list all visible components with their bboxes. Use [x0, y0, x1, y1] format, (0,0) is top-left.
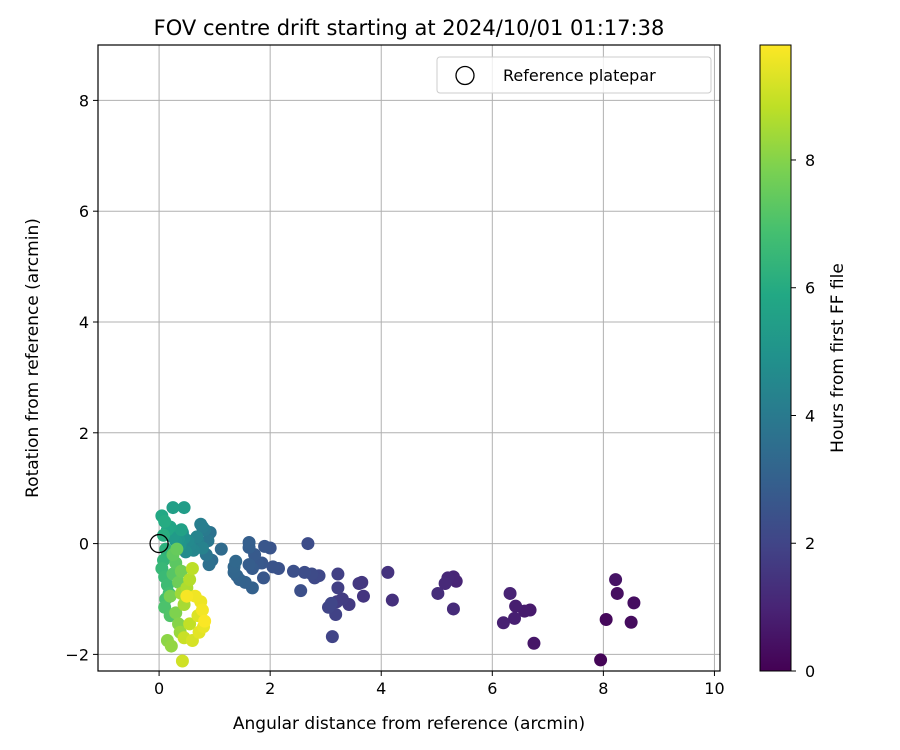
- data-point: [609, 573, 623, 587]
- data-point: [624, 615, 638, 629]
- colorbar-tick-label: 6: [805, 279, 815, 298]
- data-point: [331, 581, 345, 595]
- x-tick-label: 2: [265, 679, 275, 698]
- legend-marker: [455, 65, 475, 86]
- reference-marker: [149, 533, 169, 554]
- data-point: [177, 501, 191, 515]
- data-point: [198, 614, 212, 628]
- data-point: [324, 596, 338, 610]
- grid-lines: [98, 45, 720, 671]
- data-point: [169, 606, 183, 620]
- colorbar-gradient: [759, 44, 792, 672]
- y-axis-label: Rotation from reference (arcmin): [23, 218, 43, 498]
- data-point: [180, 589, 194, 603]
- colorbar-tick-label: 4: [805, 406, 815, 425]
- data-point: [385, 593, 399, 607]
- x-axis-ticks: 0 2 4 6 8 10: [154, 671, 725, 698]
- x-tick-label: 0: [154, 679, 164, 698]
- data-point: [229, 554, 243, 568]
- data-point: [352, 576, 366, 590]
- scatter-points: [155, 501, 641, 668]
- data-point: [183, 573, 197, 587]
- data-point: [381, 565, 395, 579]
- data-point: [174, 523, 188, 537]
- data-point: [183, 617, 197, 631]
- x-axis-label: Angular distance from reference (arcmin): [233, 714, 585, 734]
- data-point: [298, 565, 312, 579]
- data-point: [446, 602, 460, 616]
- data-point: [496, 616, 510, 630]
- data-point: [185, 562, 199, 576]
- data-point: [294, 584, 308, 598]
- colorbar: 0 2 4 6 8 Hours from first FF file: [759, 44, 848, 681]
- x-tick-label: 6: [487, 679, 497, 698]
- data-point: [301, 537, 315, 551]
- data-point: [527, 636, 541, 650]
- data-point: [258, 539, 272, 553]
- legend-label: Reference platepar: [503, 66, 656, 85]
- y-tick-label: 0: [79, 535, 89, 554]
- data-point: [509, 599, 523, 613]
- chart-title: FOV centre drift starting at 2024/10/01 …: [154, 16, 665, 40]
- data-point: [610, 586, 624, 600]
- data-point: [286, 564, 300, 578]
- y-tick-label: 6: [79, 202, 89, 221]
- x-tick-label: 10: [704, 679, 724, 698]
- data-point: [503, 586, 517, 600]
- legend-box: [436, 56, 712, 94]
- data-point: [195, 603, 209, 617]
- y-tick-label: 2: [79, 424, 89, 443]
- data-point: [325, 630, 339, 644]
- plot-frame: [97, 44, 721, 672]
- data-point: [266, 560, 280, 574]
- data-point: [202, 558, 216, 572]
- data-point: [170, 542, 184, 556]
- data-point: [438, 576, 452, 590]
- y-tick-label: 4: [79, 313, 89, 332]
- data-point: [356, 589, 370, 603]
- data-point: [242, 535, 256, 549]
- reference-marker-group: [149, 533, 169, 554]
- data-point: [431, 586, 445, 600]
- colorbar-tick-label: 8: [805, 151, 815, 170]
- data-point: [163, 589, 177, 603]
- data-point: [174, 564, 188, 578]
- data-point: [599, 612, 613, 626]
- x-tick-label: 8: [598, 679, 608, 698]
- data-point: [158, 514, 172, 528]
- data-point: [627, 596, 641, 610]
- data-point: [508, 611, 522, 625]
- colorbar-label: Hours from first FF file: [828, 263, 848, 453]
- data-point: [331, 567, 345, 581]
- data-point: [594, 653, 608, 667]
- colorbar-tick-label: 0: [805, 662, 815, 681]
- colorbar-ticks: 0 2 4 6 8: [791, 151, 815, 681]
- data-point: [242, 558, 256, 572]
- data-point: [256, 571, 270, 585]
- x-tick-label: 4: [376, 679, 386, 698]
- data-point: [166, 501, 180, 515]
- legend: Reference platepar: [436, 56, 712, 94]
- y-axis-ticks: −2 0 2 4 6 8: [65, 91, 98, 664]
- y-tick-label: 8: [79, 91, 89, 110]
- colorbar-tick-label: 2: [805, 534, 815, 553]
- data-point: [214, 542, 228, 556]
- y-tick-label: −2: [65, 645, 89, 664]
- data-point: [164, 639, 178, 653]
- data-point: [175, 654, 189, 668]
- data-point: [194, 517, 208, 531]
